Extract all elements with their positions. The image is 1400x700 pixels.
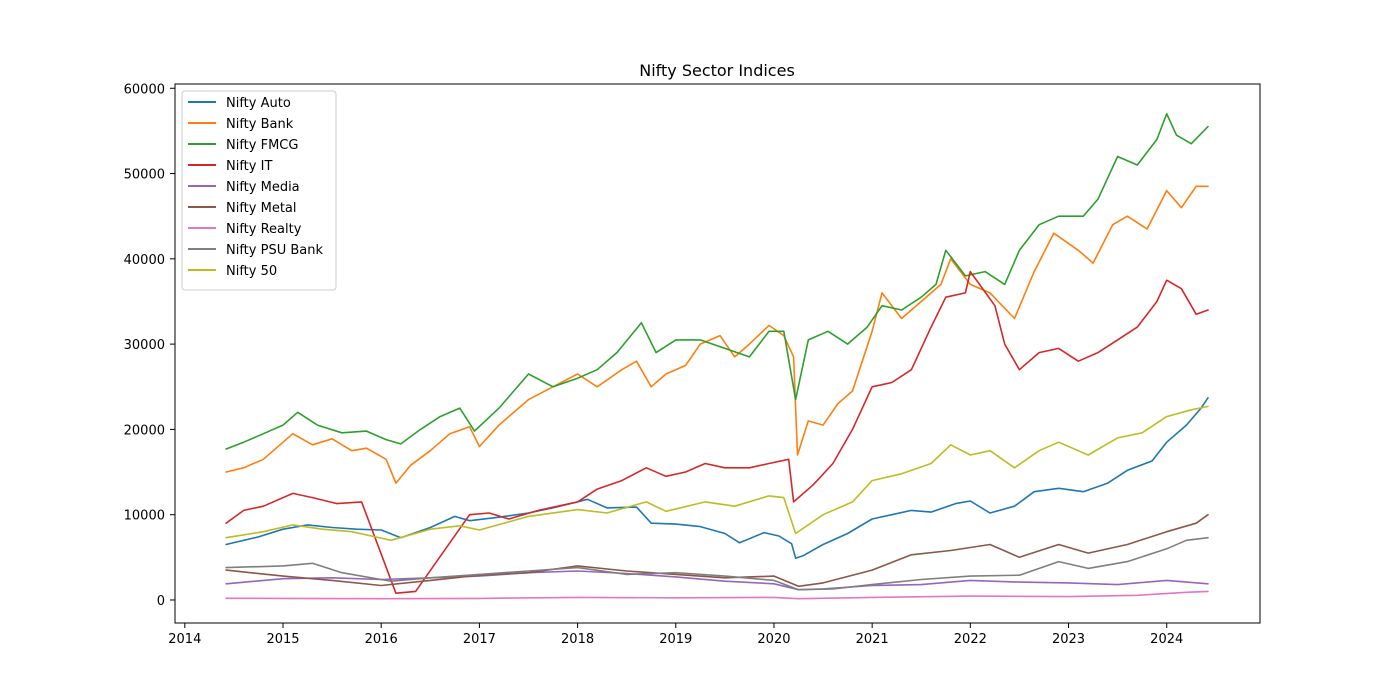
x-tick-label: 2020 [757, 632, 790, 647]
legend-label-7: Nifty PSU Bank [226, 243, 323, 258]
y-tick-label: 30000 [124, 338, 165, 353]
y-tick-label: 50000 [124, 168, 165, 183]
y-tick-label: 40000 [124, 253, 165, 268]
chart-title: Nifty Sector Indices [639, 61, 795, 80]
x-tick-label: 2014 [168, 632, 201, 647]
y-tick-label: 20000 [124, 423, 165, 438]
y-tick-label: 10000 [124, 509, 165, 524]
plot-frame [174, 83, 1261, 624]
legend-label-3: Nifty IT [226, 159, 272, 174]
x-tick-label: 2018 [561, 632, 594, 647]
legend-label-1: Nifty Bank [226, 117, 294, 132]
x-tick-label: 2015 [266, 632, 299, 647]
x-tick-label: 2016 [365, 632, 398, 647]
legend-label-6: Nifty Realty [226, 222, 302, 237]
series-line-7 [225, 536, 1209, 591]
x-tick-label: 2017 [463, 632, 496, 647]
legend-label-4: Nifty Media [226, 180, 300, 195]
legend: Nifty Auto Nifty Bank Nifty FMCG Nifty IT Ni… [181, 90, 337, 291]
legend-label-0: Nifty Auto [226, 96, 291, 111]
x-tick-label: 2023 [1052, 632, 1085, 647]
series-lines [225, 113, 1209, 600]
series-line-2 [225, 113, 1209, 450]
x-tick-label: 2024 [1150, 632, 1183, 647]
legend-label-2: Nifty FMCG [226, 138, 298, 153]
y-tick-label: 60000 [124, 82, 165, 97]
y-axis: 0 10000 20000 30000 40000 50000 60000 [124, 82, 175, 609]
x-axis: 2014 2015 2016 2017 2018 2019 2020 2021 2022 2023… [168, 623, 1183, 647]
series-line-0 [225, 397, 1209, 559]
series-line-4 [225, 570, 1209, 591]
legend-label-5: Nifty Metal [226, 201, 297, 216]
legend-label-8: Nifty 50 [226, 264, 277, 279]
series-line-5 [225, 513, 1209, 588]
y-tick-label: 0 [157, 594, 165, 609]
series-line-8 [225, 405, 1209, 542]
series-line-6 [225, 590, 1209, 600]
series-line-1 [225, 185, 1209, 484]
x-tick-label: 2022 [954, 632, 987, 647]
x-tick-label: 2021 [856, 632, 889, 647]
x-tick-label: 2019 [659, 632, 692, 647]
legend-box [181, 90, 337, 291]
